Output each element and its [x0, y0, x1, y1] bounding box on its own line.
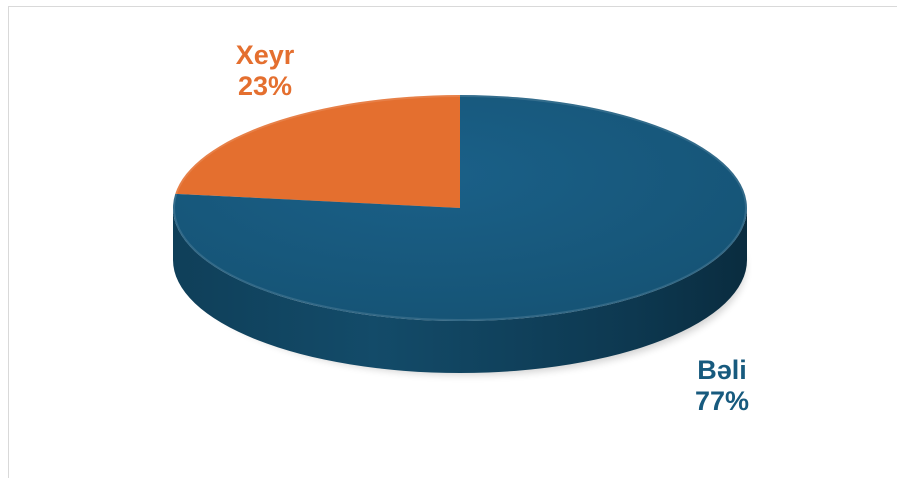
slice-label-xeyr: Xeyr 23% [190, 40, 340, 102]
pie-slice-xeyr [175, 95, 460, 208]
chart-frame [8, 6, 897, 478]
pie-rim [173, 95, 747, 321]
pie-side-bəli [173, 208, 747, 373]
slice-percent-beli: 77% [694, 386, 750, 416]
slice-label-beli: Bəli 77% [652, 355, 792, 417]
pie-slice-bəli [172, 95, 747, 321]
slice-name-beli: Bəli [697, 355, 747, 385]
slice-name-xeyr: Xeyr [235, 40, 295, 70]
slice-percent-xeyr: 23% [237, 71, 293, 101]
